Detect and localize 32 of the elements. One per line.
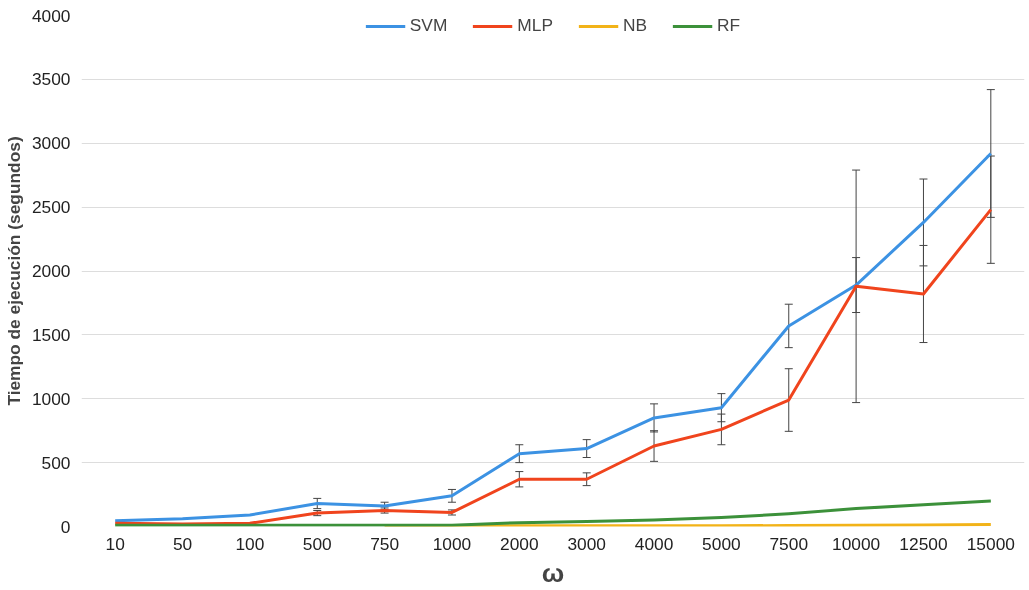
x-tick-label: 15000 — [966, 533, 1015, 554]
y-tick-label: 3500 — [31, 69, 71, 90]
y-tick-label: 2000 — [31, 261, 71, 281]
x-tick-label: 12500 — [899, 533, 948, 554]
x-tick-label: 1000 — [432, 533, 472, 554]
y-tick-label: 4000 — [31, 5, 71, 26]
x-tick-label: 5000 — [702, 533, 741, 554]
x-tick-label: 100 — [235, 533, 265, 554]
y-tick-label: 1500 — [31, 324, 71, 345]
x-tick-label: 3000 — [567, 533, 606, 554]
y-tick-label: 1000 — [31, 388, 71, 409]
legend-label: MLP — [517, 15, 554, 36]
x-tick-label: 7500 — [769, 533, 809, 554]
x-tick-label: 750 — [370, 533, 400, 554]
x-tick-label: 10000 — [832, 533, 881, 554]
legend-label: NB — [623, 15, 648, 36]
line-series — [113, 208, 993, 526]
y-tick-label: 3000 — [31, 133, 71, 154]
y-axis-title: Tiempo de ejecución (segundos) — [3, 136, 24, 406]
legend-label: RF — [717, 15, 741, 36]
y-tick-label: 500 — [41, 452, 71, 473]
line-series — [113, 499, 993, 527]
x-tick-label: 4000 — [634, 533, 674, 554]
x-axis-title: ω — [541, 557, 565, 588]
x-tick-label: 500 — [302, 533, 332, 554]
y-tick-label: 2500 — [31, 197, 71, 218]
y-tick-label: 0 — [60, 516, 71, 537]
x-tick-label: 50 — [172, 533, 193, 554]
line-series — [113, 151, 993, 523]
x-tick-label: 2000 — [500, 533, 539, 554]
x-tick-label: 10 — [105, 533, 125, 554]
legend-label: SVM — [409, 15, 448, 36]
